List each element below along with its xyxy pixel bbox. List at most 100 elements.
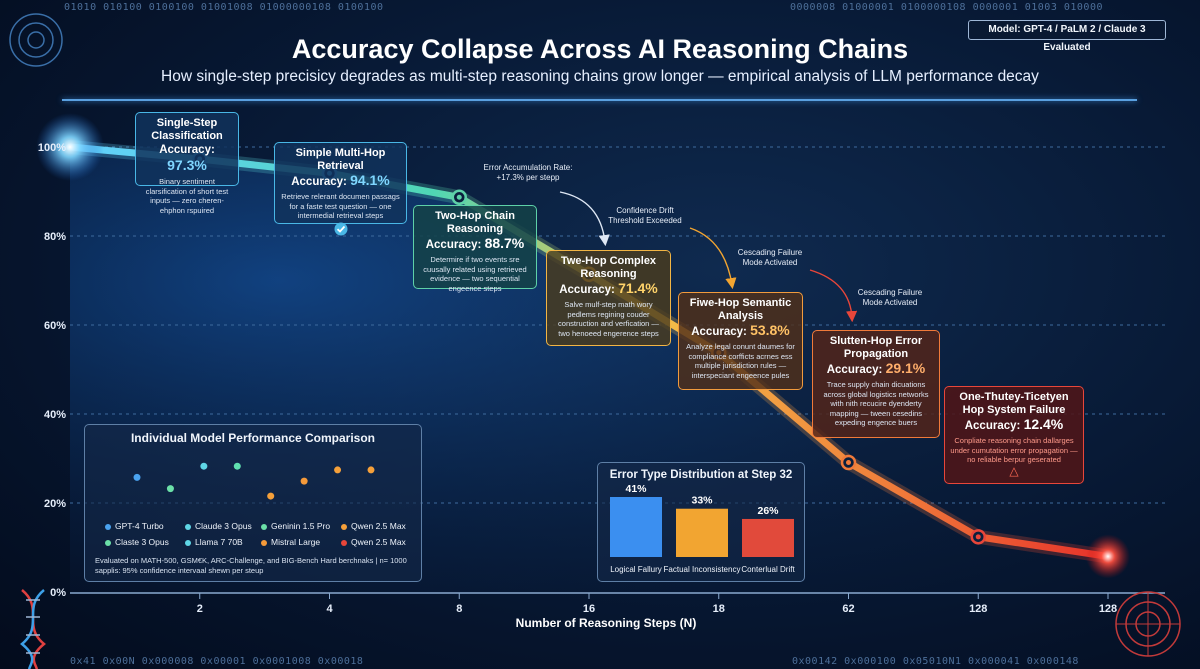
legend-dot — [261, 523, 267, 530]
model-scatter-point — [200, 462, 208, 470]
x-tick-label: 128 — [1099, 603, 1117, 615]
callout-five-hop-semantic: Fiwe-Hop Semantic Analysis Accuracy: 53.… — [678, 292, 803, 390]
binary-top-left: 01010 010100 0100100 01001008 0100000010… — [64, 2, 384, 13]
legend-dot — [341, 523, 347, 530]
error-bar-label: Logical Fallury — [610, 565, 662, 574]
model-scatter-plot — [133, 462, 375, 500]
error-bar-label: Factual Inconsistency — [664, 565, 741, 574]
callout-accuracy: Accuracy: 97.3% — [159, 144, 215, 173]
model-badge: Model: GPT-4 / PaLM 2 / Claude 3 Evaluat… — [968, 20, 1166, 53]
model-panel-footnote: Evaluated on MATH-500, GSM€K, ARC-Challe… — [95, 556, 407, 575]
callout-title: Simple Multi-Hop Retrieval — [295, 147, 386, 172]
error-bar — [742, 518, 794, 557]
callout-single-step: Single-Step Classification Accuracy: 97.… — [135, 112, 239, 215]
legend-dot — [341, 539, 347, 546]
callout-description: Determire if two events sre cuusally rel… — [423, 255, 527, 293]
legend-item: GPT-4 Turbo — [105, 521, 164, 531]
legend-item: Geninin 1.5 Pro — [261, 521, 330, 531]
data-point-core — [846, 460, 851, 466]
callout-accuracy: Accuracy: 71.4% — [559, 280, 658, 297]
model-scatter-point — [267, 492, 275, 500]
legend-item: Qwen 2.5 Max — [341, 537, 406, 547]
legend-dot — [105, 539, 111, 546]
callout-multi-hop-retrieval: Simple Multi-Hop Retrieval Accuracy: 94.… — [274, 142, 407, 235]
radar-target-icon — [9, 13, 63, 67]
callout-description: Retrieve relerant documen passags for a … — [281, 192, 400, 220]
annotation-arrows — [559, 191, 858, 323]
callout-accuracy: Accuracy: 29.1% — [826, 360, 926, 377]
legend-item: Claste 3 Opus — [105, 537, 169, 547]
y-tick-label: 0% — [50, 587, 66, 599]
callout-description: Trace supply chain dicuations across glo… — [823, 380, 929, 427]
y-tick-label: 80% — [44, 231, 66, 243]
callout-description: Binary sentiment clarsification of short… — [145, 177, 229, 215]
note-cascading-failure-1: Cescading Failure Mode Activated — [737, 248, 803, 267]
legend-dot — [105, 523, 111, 530]
legend-dot — [261, 539, 267, 546]
binary-top-right: 0000008 01000001 0100000108 0000001 0100… — [790, 2, 1103, 13]
model-scatter-point — [233, 462, 241, 470]
legend-item: Claude 3 Opus — [185, 521, 252, 531]
callout-title: Slutten-Hop Error Propagation — [829, 335, 923, 360]
error-bar-label: Conterlual Drift — [741, 565, 795, 574]
callout-title: One-Thutey-Ticetyen Hop System Failure — [959, 391, 1069, 416]
legend-item: Mistral Large — [261, 537, 320, 547]
callout-description: Salve mulf-step math wory pedlems regini… — [558, 300, 659, 338]
model-panel-title: Individual Model Performance Comparison — [130, 431, 376, 445]
note-error-accumulation: Error Accumulation Rate: +17.3% per step… — [483, 163, 573, 182]
radar-target-icon — [1115, 591, 1181, 657]
chart-title: Accuracy Collapse Across AI Reasoning Ch… — [291, 34, 909, 64]
legend-item: Qwen 2.5 Max — [341, 521, 406, 531]
callout-description: Conpliate reasoning chain dallarges unde… — [950, 436, 1078, 464]
start-glow — [36, 113, 104, 181]
model-scatter-point — [334, 466, 342, 474]
callout-two-hop-chain: Two-Hop Chain Reasoning Accuracy: 88.7% … — [413, 205, 537, 293]
end-glow — [1086, 534, 1130, 579]
title-divider — [62, 99, 1137, 101]
y-tick-label: 20% — [44, 498, 66, 510]
error-bar — [610, 497, 662, 557]
check-icon — [334, 222, 347, 235]
data-point-core — [975, 534, 981, 540]
binary-bottom-right: 0x00142 0x000100 0x05010N1 0x000041 0x00… — [792, 656, 1079, 667]
model-comparison-panel: Individual Model Performance Comparison … — [84, 424, 422, 582]
dna-icon — [20, 589, 46, 669]
callout-two-hop-complex: Twe-Hop Complex Reasoning Accuracy: 71.4… — [546, 250, 671, 346]
callout-accuracy: Accuracy: 94.1% — [291, 172, 390, 189]
x-tick-label: 18 — [713, 603, 725, 615]
annotation-arrow-2 — [689, 227, 737, 290]
callout-accuracy: Accuracy: 12.4% — [964, 416, 1064, 433]
binary-bottom-left: 0x41 0x00N 0x000008 0x00001 0x0001008 0x… — [70, 656, 364, 667]
callout-description: Analyze legal conunt daumes for complian… — [686, 342, 795, 380]
note-cascading-failure-2: Cescading Failure Mode Activated — [857, 288, 923, 307]
y-tick-label: 100% — [38, 142, 66, 154]
callout-accuracy: Accuracy: 53.8% — [691, 322, 790, 339]
y-tick-label: 40% — [44, 409, 66, 421]
x-tick-label: 128 — [969, 603, 987, 615]
callout-title: Twe-Hop Complex Reasoning — [560, 255, 657, 280]
legend-dot — [185, 539, 191, 546]
x-tick-label: 62 — [842, 603, 854, 615]
chart-subtitle: How single-step precisicy degrades as mu… — [161, 68, 1039, 85]
callout-title: Single-Step Classification — [151, 117, 223, 142]
note-confidence-drift: Confidence Drift Threshold Exceeded — [608, 206, 682, 225]
callout-system-failure: One-Thutey-Ticetyen Hop System Failure A… — [944, 386, 1084, 484]
callout-title: Two-Hop Chain Reasoning — [435, 210, 515, 235]
error-distribution-panel: Error Type Distribution at Step 32 41% Lo… — [597, 462, 805, 582]
callout-title: Fiwe-Hop Semantic Analysis — [689, 297, 792, 322]
annotation-arrow-1 — [559, 191, 610, 247]
error-bar-value: 41% — [625, 483, 647, 495]
error-bar-chart: 41% Logical Fallury 33% Factual Inconsisten… — [610, 483, 795, 574]
x-tick-label: 16 — [583, 603, 595, 615]
annotation-arrow-3 — [809, 269, 858, 323]
error-bar-value: 26% — [757, 505, 779, 517]
data-point-core — [456, 194, 462, 200]
x-tick-label: 4 — [326, 603, 333, 615]
warning-icon: △ — [1009, 463, 1019, 478]
callout-accuracy: Accuracy: 88.7% — [425, 235, 525, 252]
x-tick-label: 8 — [456, 603, 462, 615]
legend-item: Llama 7 70B — [185, 537, 243, 547]
model-scatter-point — [166, 485, 174, 493]
legend-dot — [185, 523, 191, 530]
model-scatter-point — [367, 466, 375, 474]
